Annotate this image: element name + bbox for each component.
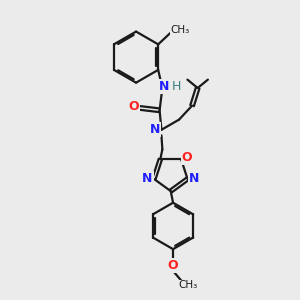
Text: O: O: [168, 259, 178, 272]
Text: O: O: [182, 151, 193, 164]
Text: N: N: [142, 172, 153, 185]
Text: N: N: [189, 172, 199, 185]
Text: O: O: [129, 100, 140, 113]
Text: CH₃: CH₃: [171, 26, 190, 35]
Text: CH₃: CH₃: [178, 280, 197, 290]
Text: N: N: [150, 123, 160, 136]
Text: N: N: [159, 80, 169, 93]
Text: H: H: [172, 80, 182, 93]
